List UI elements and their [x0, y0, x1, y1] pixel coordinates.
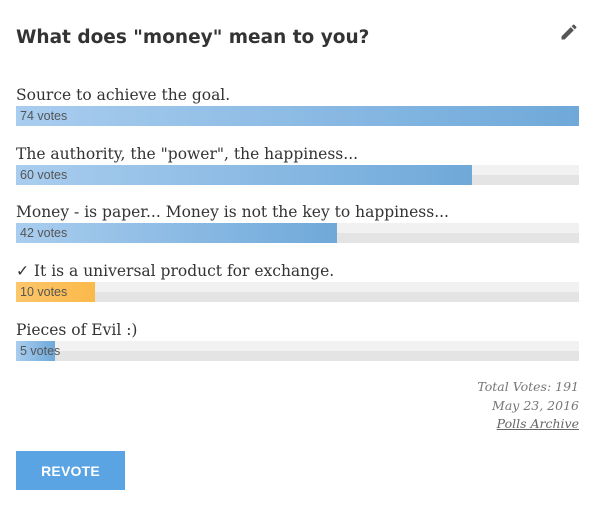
polls-archive-link[interactable]: Polls Archive: [496, 416, 579, 431]
poll-title: What does "money" mean to you?: [16, 27, 370, 48]
result-bar-fill: [16, 340, 56, 361]
poll-answer: Source to achieve the goal. 74 votes: [16, 85, 579, 144]
result-bar-track: 10 votes: [16, 282, 579, 303]
poll-date: May 23, 2016: [492, 397, 579, 413]
result-bar-fill: [16, 106, 579, 126]
poll-answers: Source to achieve the goal. 74 votes The…: [16, 85, 579, 378]
result-bar-fill: [16, 164, 473, 185]
result-bar-track: 60 votes: [16, 164, 579, 185]
result-bar-track: 74 votes: [16, 106, 579, 126]
answer-label: The authority, the "power", the happines…: [16, 144, 359, 163]
vote-count: 74 votes: [20, 109, 68, 123]
answer-label: ✓ It is a universal product for exchange…: [16, 262, 335, 281]
poll-widget: What does "money" mean to you? Source to…: [16, 0, 579, 509]
answer-label: Money - is paper... Money is not the key…: [16, 203, 449, 222]
vote-count: 60 votes: [20, 167, 68, 182]
vote-count: 10 votes: [20, 285, 68, 300]
pencil-icon[interactable]: [559, 22, 579, 42]
poll-answer: ✓ It is a universal product for exchange…: [16, 261, 579, 320]
result-bar-track: 5 votes: [16, 340, 579, 361]
result-bar-track: 42 votes: [16, 223, 579, 244]
revote-button[interactable]: REVOTE: [16, 451, 125, 490]
total-votes: Total Votes: 191: [477, 379, 579, 394]
result-bar-fill: [16, 223, 337, 244]
answer-label: Source to achieve the goal.: [16, 86, 231, 104]
answer-label: Pieces of Evil :): [16, 320, 138, 339]
poll-answer: Money - is paper... Money is not the key…: [16, 202, 579, 261]
poll-answer: The authority, the "power", the happines…: [16, 144, 579, 203]
vote-count: 5 votes: [20, 343, 61, 358]
poll-answer: Pieces of Evil :) 5 votes: [16, 320, 579, 379]
vote-count: 42 votes: [20, 226, 68, 241]
poll-meta: Total Votes: 191 May 23, 2016 Polls Arch…: [477, 378, 579, 434]
result-bar-fill: [16, 282, 95, 303]
